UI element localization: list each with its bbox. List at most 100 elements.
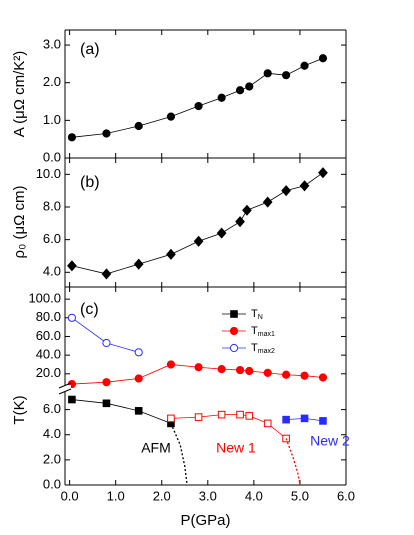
marker (245, 82, 254, 91)
y-tick-label: 1.0 (43, 112, 61, 127)
marker (134, 121, 143, 131)
annotation: AFM (141, 440, 171, 456)
extrapolation-line (285, 438, 301, 486)
marker (300, 414, 309, 423)
marker (166, 360, 176, 369)
x-tick-label: 5.0 (291, 488, 309, 503)
marker (133, 258, 144, 270)
x-axis-label: P(GPa) (180, 512, 230, 529)
marker (300, 371, 309, 380)
marker (194, 363, 203, 372)
y-tick-label: 3.0 (43, 36, 61, 51)
y-tick-label: 0.0 (43, 476, 61, 491)
axis-break (59, 385, 71, 392)
marker (217, 365, 226, 374)
axis-break (58, 388, 72, 395)
y-axis-label: ρ₀ (μΩ cm) (11, 186, 28, 259)
marker (318, 54, 328, 63)
marker (101, 268, 112, 280)
legend-label: Tmax2 (251, 342, 275, 355)
y-tick-label: 6.0 (43, 231, 61, 246)
y-tick-label: 6.0 (43, 401, 61, 416)
panel-label: (b) (80, 174, 100, 191)
marker (166, 248, 176, 260)
marker (134, 374, 143, 383)
marker (102, 129, 111, 138)
panel-label: (a) (80, 41, 100, 58)
marker (134, 407, 143, 415)
marker (263, 69, 272, 78)
marker (230, 310, 238, 318)
annotation: New 1 (216, 440, 256, 456)
annotation: New 2 (310, 433, 350, 449)
marker (68, 395, 76, 404)
y-tick-label: 2.0 (43, 74, 61, 89)
marker (245, 412, 254, 420)
y-axis-label: A (μΩ cm/K²) (11, 51, 28, 138)
marker (235, 216, 245, 228)
marker (235, 86, 245, 95)
y-tick-label: 4.0 (43, 264, 61, 279)
marker (319, 417, 327, 425)
y-tick-label: 2.0 (43, 451, 61, 466)
panel-label: (c) (80, 301, 99, 318)
marker (242, 204, 252, 216)
marker (102, 399, 111, 408)
y-axis-label: T(K) (11, 395, 28, 424)
series-line (71, 399, 172, 424)
marker (299, 180, 310, 192)
marker (229, 326, 239, 336)
y-tick-label: 4.0 (43, 426, 61, 441)
extrapolation-line (170, 423, 188, 486)
marker (194, 413, 203, 421)
x-tick-label: 1.0 (107, 488, 125, 503)
marker (282, 370, 291, 379)
marker (318, 373, 328, 382)
y-tick-label: 8.0 (43, 198, 61, 213)
legend-label: Tmax1 (251, 325, 275, 338)
marker (102, 378, 111, 387)
y-tick-label: 10.0 (36, 166, 61, 181)
marker (245, 366, 254, 376)
y-tick-label: 80.0 (36, 309, 61, 324)
series-line (71, 57, 324, 138)
marker (281, 185, 291, 197)
x-tick-label: 2.0 (153, 488, 171, 503)
x-tick-label: 3.0 (199, 488, 217, 503)
series-line (71, 317, 139, 353)
x-tick-label: 0.0 (61, 488, 79, 503)
legend-label: TN (251, 308, 263, 321)
marker (167, 414, 175, 423)
marker (67, 260, 77, 272)
marker (217, 93, 226, 102)
y-tick-label: 60.0 (36, 328, 61, 343)
marker (216, 227, 227, 239)
marker (236, 410, 244, 419)
marker (67, 133, 77, 142)
marker (318, 167, 328, 179)
marker (263, 368, 272, 377)
marker (282, 415, 290, 424)
marker (134, 348, 143, 357)
x-tick-label: 4.0 (245, 488, 263, 503)
marker (194, 101, 203, 111)
y-tick-label: 100.0 (28, 291, 61, 306)
marker (300, 61, 309, 70)
marker (67, 313, 77, 322)
marker (263, 419, 272, 428)
marker (193, 235, 204, 247)
y-tick-label: 0.0 (43, 149, 61, 164)
marker (102, 338, 111, 348)
marker (217, 410, 226, 419)
axis-break (58, 382, 72, 389)
marker (235, 365, 245, 375)
marker (229, 343, 239, 353)
marker (282, 71, 291, 80)
x-tick-label: 6.0 (337, 488, 355, 503)
marker (166, 112, 176, 121)
y-tick-label: 20.0 (36, 365, 61, 380)
y-tick-label: 40.0 (36, 347, 61, 362)
marker (262, 196, 273, 208)
